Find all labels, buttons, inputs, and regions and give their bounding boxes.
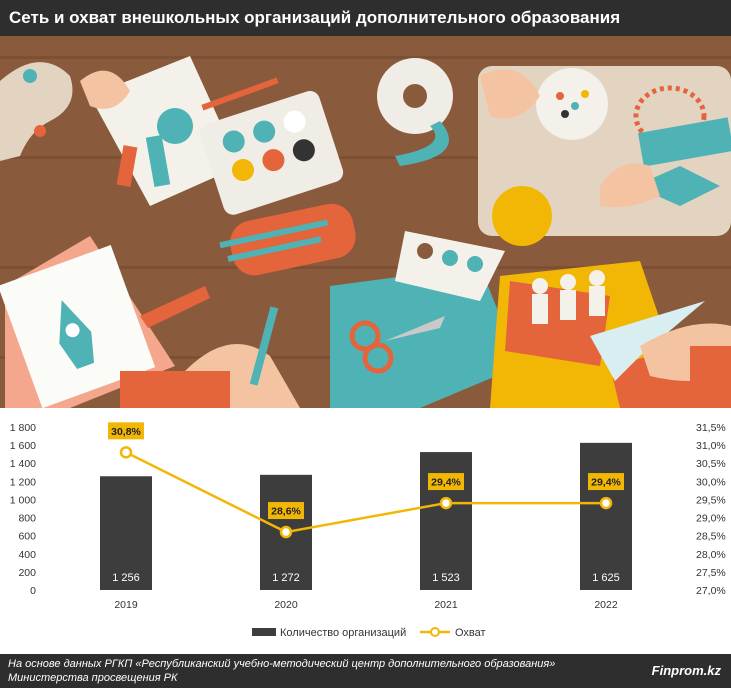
right-tick-label: 29,5%	[696, 494, 726, 506]
coverage-label-text: 30,8%	[111, 426, 141, 438]
bar-value-label: 1 523	[432, 572, 460, 584]
left-tick-label: 400	[18, 549, 36, 561]
legend: Количество организаций Охват	[252, 627, 486, 639]
brand-logo: Finprom.kz	[651, 663, 721, 678]
legend-bar-label: Количество организаций	[280, 627, 406, 639]
right-tick-label: 31,0%	[696, 440, 726, 452]
coverage-label-box	[108, 422, 144, 440]
source-note: На основе данных РГКП «Республиканский у…	[8, 658, 556, 684]
coverage-polyline	[125, 451, 606, 534]
left-tick-label: 600	[18, 531, 36, 543]
left-tick-label: 200	[18, 567, 36, 579]
bar	[420, 452, 472, 590]
coverage-point	[439, 496, 453, 510]
chart: 0 200 400 600 800 1 000 1 200 1 400 1 600 1 800 2…	[10, 422, 726, 639]
coverage-point	[279, 525, 293, 539]
coverage-label-box	[588, 473, 624, 491]
left-tick-label: 1 800	[10, 422, 36, 434]
coverage-label: 30,8%	[108, 422, 144, 440]
right-tick-label: 29,0%	[696, 513, 726, 525]
right-tick-label: 28,0%	[696, 549, 726, 561]
bar-value-label: 1 272	[272, 572, 300, 584]
coverage-label: 29,4%	[588, 473, 624, 491]
coverage-point	[599, 496, 613, 510]
legend-line-label: Охват	[455, 627, 486, 639]
header-bar: Сеть и охват внешкольных организаций доп…	[0, 0, 731, 36]
left-tick-label: 1 600	[10, 440, 36, 452]
bar-value-label: 1 625	[592, 572, 620, 584]
page-title: Сеть и охват внешкольных организаций доп…	[9, 8, 621, 27]
coverage-label-text: 28,6%	[271, 506, 301, 518]
left-tick-label: 1 400	[10, 458, 36, 470]
right-tick-label: 30,0%	[696, 476, 726, 488]
left-tick-label: 800	[18, 513, 36, 525]
bar-value-label: 1 256	[112, 572, 140, 584]
right-tick-label: 27,5%	[696, 567, 726, 579]
left-axis-ticks: 0 200 400 600 800 1 000 1 200 1 400 1 600 1 800	[10, 422, 36, 597]
coverage-label-text: 29,4%	[431, 477, 461, 489]
right-tick-label: 30,5%	[696, 458, 726, 470]
bar	[580, 442, 632, 590]
coverage-label-box	[428, 473, 464, 491]
coverage-label-box	[268, 502, 304, 520]
bar-labels: 1 256 1 272 1 523 1 625	[112, 572, 620, 584]
bars	[100, 442, 632, 590]
left-tick-label: 1 200	[10, 476, 36, 488]
coverage-label: 28,6%	[268, 502, 304, 520]
right-tick-label: 31,5%	[696, 422, 726, 434]
x-tick-label: 2022	[594, 599, 618, 611]
x-tick-label: 2019	[114, 599, 138, 611]
left-tick-label: 1 000	[10, 494, 36, 506]
legend-bar-swatch	[252, 628, 276, 636]
left-tick-label: 0	[30, 585, 36, 597]
right-tick-label: 27,0%	[696, 585, 726, 597]
coverage-label-text: 29,4%	[591, 477, 621, 489]
coverage-point	[119, 446, 133, 459]
coverage-line	[119, 446, 613, 539]
x-tick-label: 2021	[434, 599, 458, 611]
crafts-table-illustration	[0, 36, 731, 408]
coverage-labels: 30,8% 28,6% 29,4% 29,4%	[108, 422, 624, 520]
coverage-label: 29,4%	[428, 473, 464, 491]
right-tick-label: 28,5%	[696, 531, 726, 543]
x-axis-ticks: 2019 2020 2021 2022	[114, 599, 618, 611]
footer-bar: На основе данных РГКП «Республиканский у…	[0, 654, 731, 688]
legend-line-marker	[430, 627, 440, 637]
x-tick-label: 2020	[274, 599, 298, 611]
bar	[100, 476, 152, 590]
right-axis-ticks: 27,0% 27,5% 28,0% 28,5% 29,0% 29,5% 30,0% 30,5%…	[696, 422, 726, 597]
